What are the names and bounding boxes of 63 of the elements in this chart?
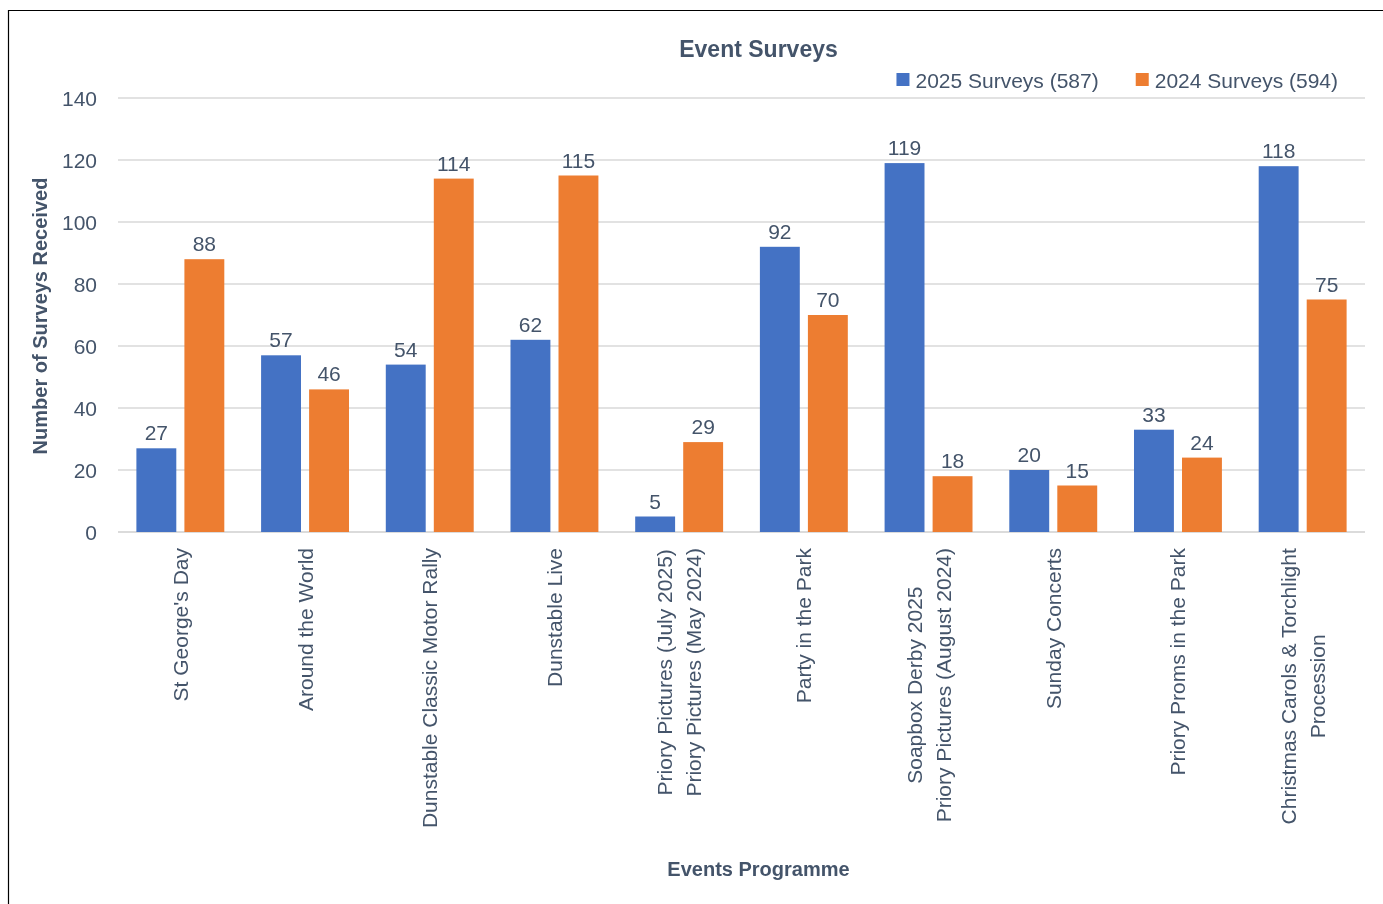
x-tick-label: Sunday Concerts xyxy=(1041,548,1065,710)
x-tick-label: Christmas Carols & Torchlight Procession xyxy=(1276,548,1329,825)
bar xyxy=(932,476,973,532)
x-tick-label: Dunstable Live xyxy=(542,548,566,687)
data-label: 46 xyxy=(317,362,341,386)
y-tick-label: 120 xyxy=(61,148,97,172)
data-label: 119 xyxy=(887,136,922,160)
y-tick-label: 60 xyxy=(73,334,97,358)
bar xyxy=(385,364,426,532)
data-label: 75 xyxy=(1314,272,1339,296)
bar xyxy=(807,315,848,532)
data-label: 18 xyxy=(940,449,965,473)
data-label: 118 xyxy=(1261,139,1296,163)
data-label: 24 xyxy=(1190,430,1214,454)
bar xyxy=(635,516,676,532)
bar xyxy=(136,448,177,532)
bar xyxy=(184,259,225,532)
legend-label: 2024 Surveys (594) xyxy=(1154,68,1339,92)
chart-title: Event Surveys xyxy=(679,36,838,62)
bar xyxy=(261,355,301,532)
data-label: 70 xyxy=(816,288,840,311)
bar xyxy=(1182,457,1222,532)
x-tick-label: Party in the Park xyxy=(792,547,816,704)
legend-label: 2025 Surveys (587) xyxy=(915,68,1099,92)
data-label: 62 xyxy=(518,312,543,336)
x-tick-label: Around the World xyxy=(293,548,317,712)
bar xyxy=(1009,470,1050,532)
bar xyxy=(1133,429,1174,532)
x-tick-label: St George's Day xyxy=(168,547,192,702)
bar xyxy=(433,178,474,532)
data-label: 115 xyxy=(561,148,596,172)
y-tick-label: 100 xyxy=(61,210,97,234)
bar xyxy=(1057,485,1098,532)
bar xyxy=(1258,166,1299,532)
data-label: 27 xyxy=(144,421,169,445)
data-label: 88 xyxy=(192,232,217,256)
bar xyxy=(759,246,800,532)
y-axis-title: Number of Surveys Received xyxy=(29,177,51,455)
data-label: 15 xyxy=(1065,458,1089,482)
y-tick-label: 80 xyxy=(73,272,97,296)
data-label: 29 xyxy=(691,415,715,439)
bar xyxy=(683,442,724,532)
data-label: 33 xyxy=(1142,402,1166,426)
data-label: 20 xyxy=(1017,443,1041,466)
y-tick-label: 0 xyxy=(85,520,97,544)
x-tick-label: Dunstable Classic Motor Rally xyxy=(418,547,442,829)
x-tick-label: Priory Pictures (July 2025) Priory Pictures (May 2024) xyxy=(653,548,706,797)
data-label: 114 xyxy=(437,151,471,175)
y-tick-label: 140 xyxy=(61,86,97,110)
x-axis-title: Events Programme xyxy=(667,858,850,880)
data-label: 57 xyxy=(269,328,293,352)
data-label: 92 xyxy=(768,219,792,243)
bar xyxy=(510,339,551,532)
data-label: 54 xyxy=(394,337,418,361)
y-tick-label: 20 xyxy=(73,458,97,482)
bar xyxy=(1306,299,1347,532)
bar xyxy=(558,175,599,532)
bar xyxy=(309,389,350,532)
y-tick-label: 40 xyxy=(73,396,97,420)
x-tick-label: Priory Proms in the Park xyxy=(1166,547,1190,776)
data-label: 5 xyxy=(649,489,661,513)
bar xyxy=(884,163,925,532)
x-tick-label: Soapbox Derby 2025 Priory Pictures (August 2024) xyxy=(902,547,955,823)
